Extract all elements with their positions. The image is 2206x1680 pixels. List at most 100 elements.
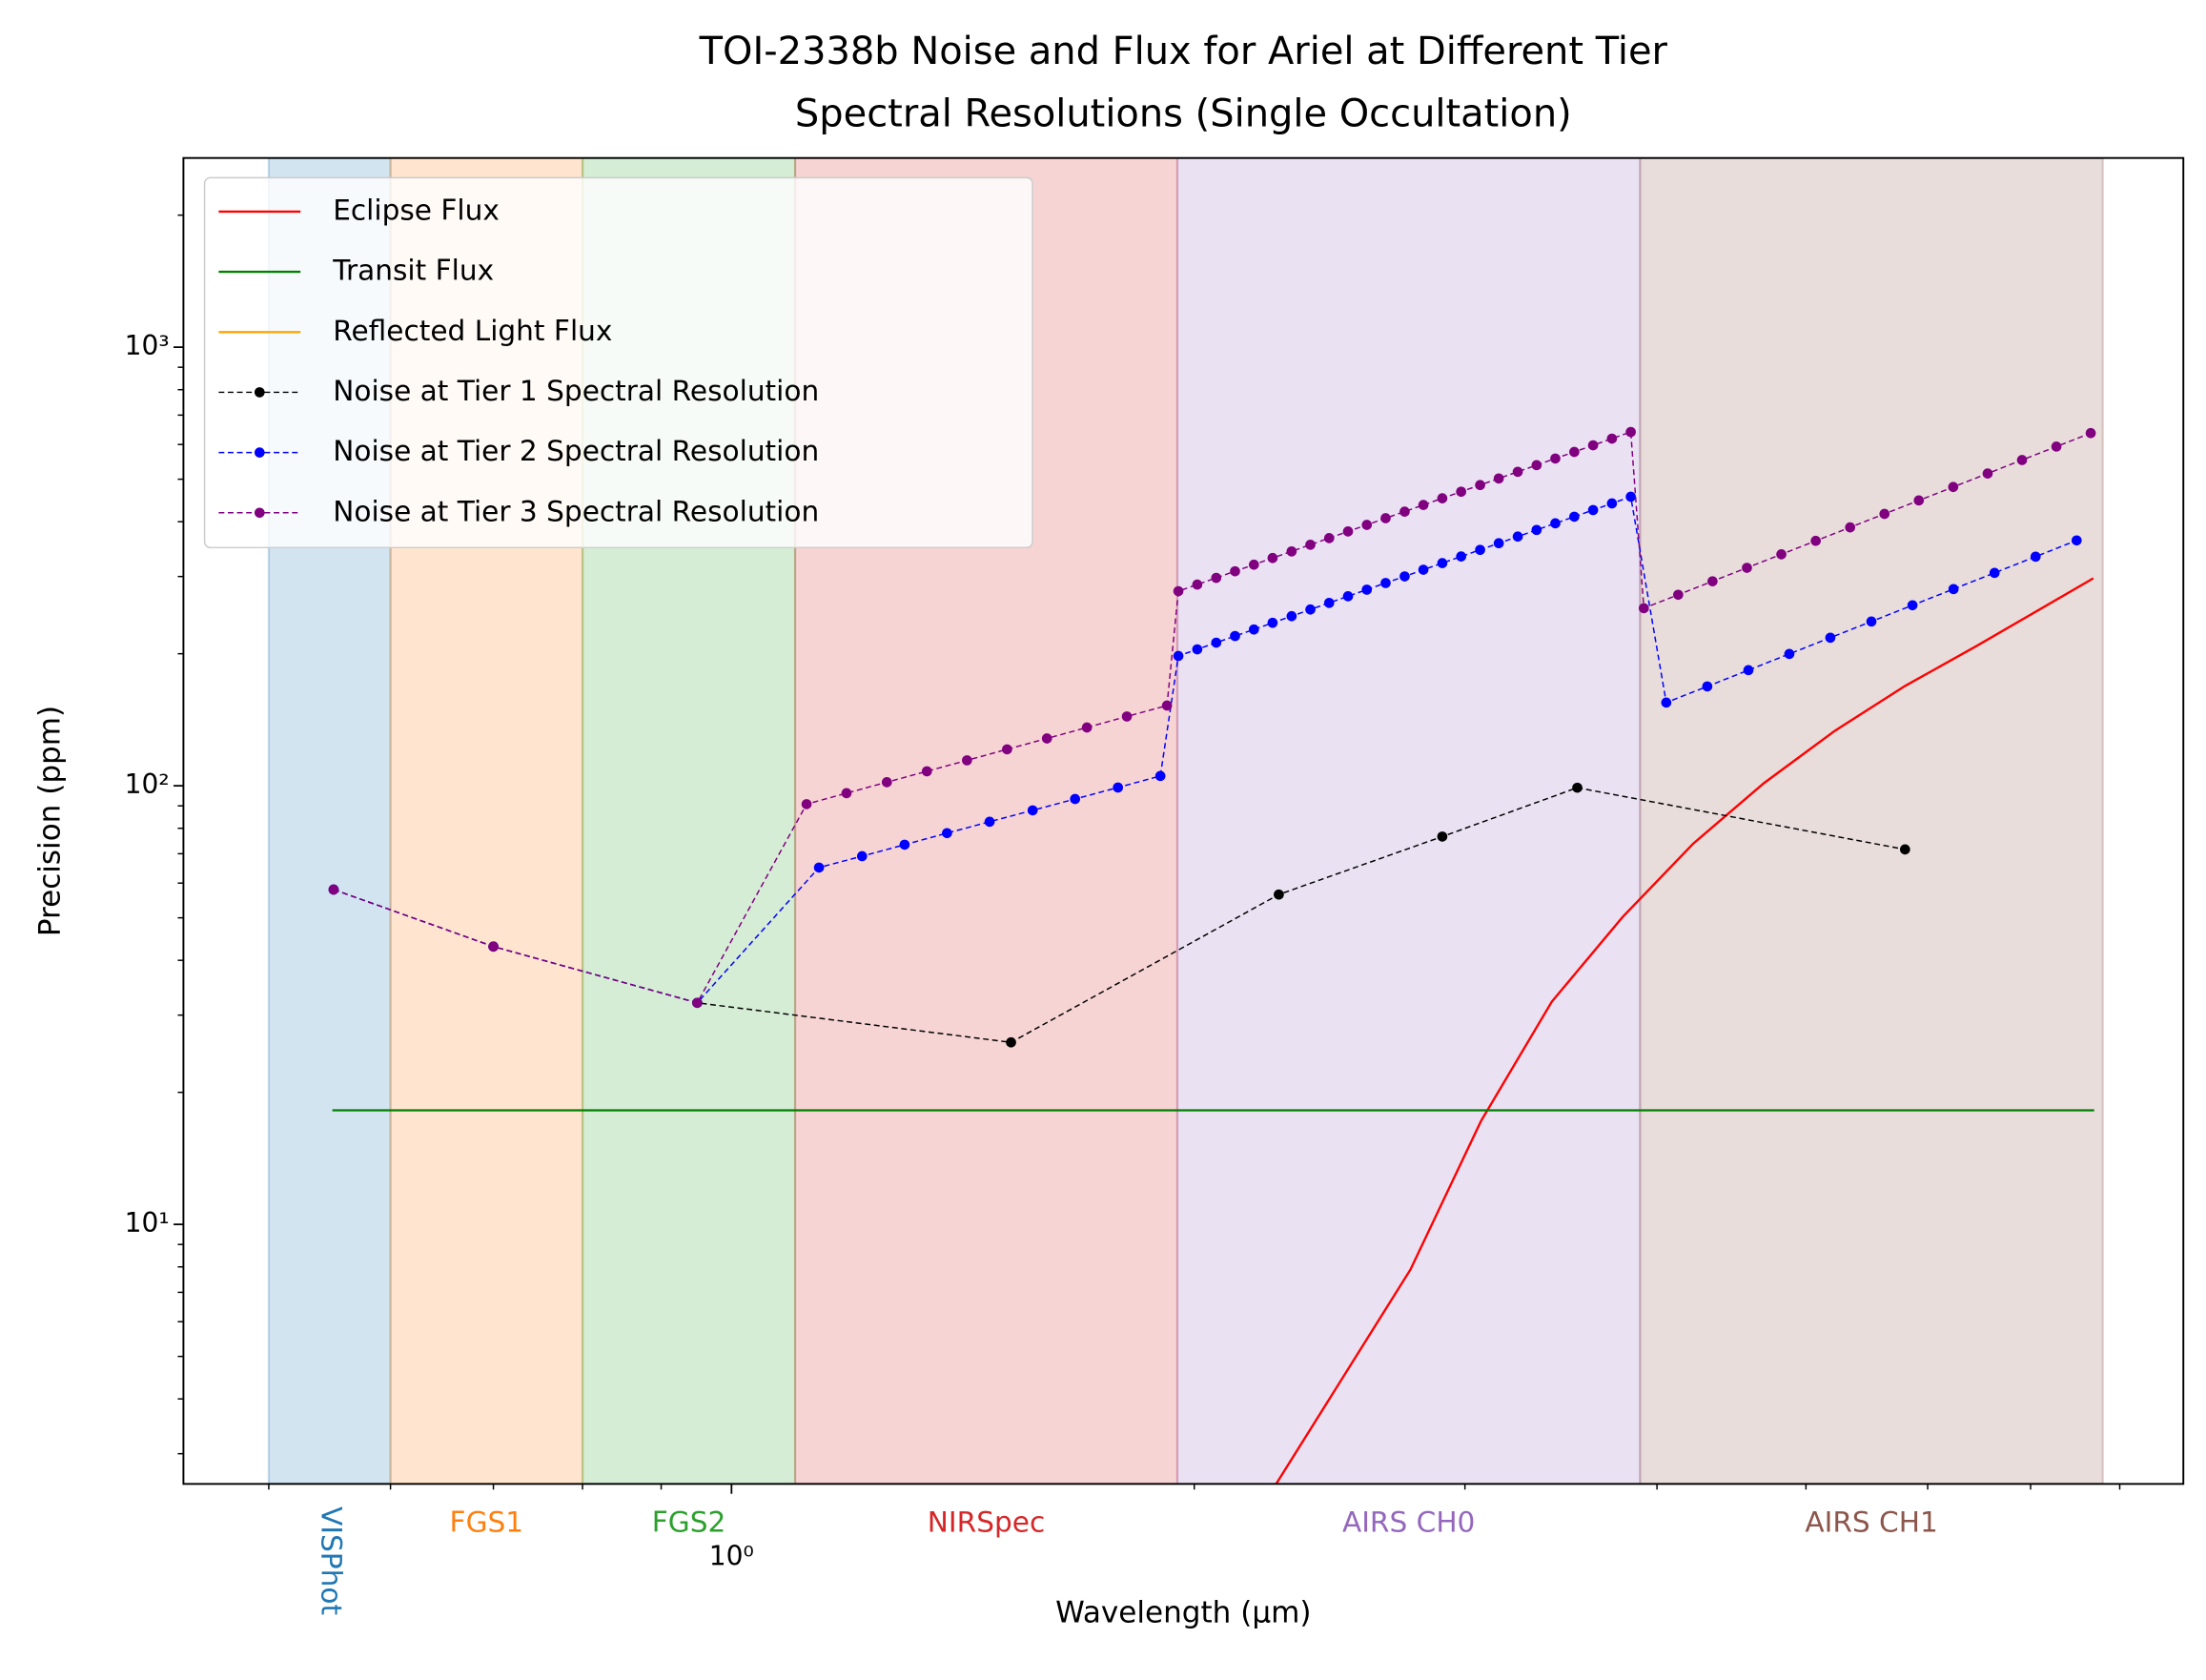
- data-point: [1512, 466, 1523, 478]
- data-point: [1625, 491, 1636, 502]
- chart-title: Spectral Resolutions (Single Occultation…: [795, 92, 1572, 135]
- data-point: [1550, 453, 1561, 464]
- data-point: [1825, 632, 1836, 644]
- data-point: [1192, 644, 1203, 655]
- data-point: [2051, 441, 2062, 452]
- chart-title: TOI-2338b Noise and Flux for Ariel at Di…: [699, 30, 1668, 73]
- data-point: [1625, 426, 1636, 438]
- data-point: [1380, 578, 1391, 588]
- data-point: [1456, 486, 1466, 498]
- data-point: [1587, 440, 1599, 451]
- data-point: [1361, 584, 1373, 595]
- data-point: [1070, 793, 1081, 805]
- series-line: [333, 496, 2077, 1004]
- legend-box: [203, 176, 1033, 549]
- data-point: [1493, 473, 1504, 484]
- data-point: [1286, 545, 1297, 557]
- data-point: [1041, 733, 1052, 744]
- legend-marker: [254, 387, 265, 398]
- data-point: [692, 997, 703, 1009]
- x-axis-label: Wavelength (μm): [1055, 1595, 1311, 1629]
- data-point: [1531, 460, 1542, 471]
- data-point: [1154, 770, 1166, 782]
- data-point: [2085, 427, 2096, 439]
- legend-label: Noise at Tier 2 Spectral Resolution: [333, 435, 819, 467]
- region-label: NIRSpec: [928, 1506, 1045, 1538]
- data-point: [1531, 524, 1542, 536]
- data-point: [1845, 522, 1856, 533]
- data-point: [1913, 495, 1925, 506]
- series-line: [333, 431, 2092, 1004]
- data-point: [1456, 551, 1466, 562]
- data-point: [2016, 455, 2028, 465]
- data-point: [1475, 480, 1485, 491]
- data-point: [1173, 585, 1184, 597]
- data-point: [1399, 571, 1410, 582]
- data-point: [1248, 624, 1259, 635]
- region-label: FGS2: [652, 1506, 726, 1538]
- data-point: [1989, 567, 2000, 579]
- data-point: [1948, 584, 1959, 595]
- y-tick-label: 10³: [125, 330, 170, 361]
- data-point: [962, 755, 972, 766]
- data-point: [1002, 744, 1012, 755]
- data-point: [1211, 637, 1222, 648]
- data-point: [1743, 665, 1754, 676]
- data-point: [1437, 493, 1448, 503]
- data-point: [1267, 552, 1278, 563]
- legend-label: Transit Flux: [332, 255, 494, 287]
- data-point: [841, 788, 852, 799]
- data-point: [1742, 563, 1752, 573]
- data-point: [1380, 513, 1391, 523]
- data-point: [813, 862, 825, 873]
- data-point: [1866, 616, 1877, 627]
- data-point: [1192, 579, 1203, 590]
- data-point: [1702, 681, 1713, 692]
- data-point: [1211, 572, 1222, 584]
- data-point: [1323, 597, 1335, 608]
- data-point: [1342, 591, 1354, 602]
- data-point: [2030, 551, 2041, 563]
- region-label: AIRS CH1: [1805, 1506, 1937, 1538]
- data-point: [1437, 831, 1448, 842]
- data-point: [1006, 1036, 1016, 1048]
- data-point: [1267, 617, 1278, 628]
- data-point: [1081, 722, 1093, 733]
- data-point: [1230, 630, 1240, 642]
- data-point: [1305, 539, 1316, 550]
- data-point: [488, 941, 499, 953]
- data-point: [1418, 500, 1429, 510]
- legend-marker: [254, 447, 265, 458]
- legend-marker: [254, 507, 265, 519]
- data-point: [1323, 533, 1335, 543]
- data-point: [1606, 498, 1618, 509]
- data-point: [1512, 531, 1523, 543]
- legend-label: Eclipse Flux: [333, 194, 500, 226]
- data-point: [1572, 782, 1583, 793]
- data-point: [856, 850, 868, 862]
- data-point: [1550, 518, 1561, 529]
- data-point: [1493, 538, 1504, 549]
- data-point: [1342, 526, 1354, 537]
- data-point: [1879, 508, 1890, 520]
- data-point: [1161, 700, 1173, 711]
- data-point: [1305, 604, 1316, 615]
- data-point: [1286, 610, 1297, 622]
- axes-frame: [182, 156, 2185, 1485]
- data-point: [1569, 446, 1580, 458]
- data-point: [1027, 805, 1038, 816]
- legend: Eclipse Flux Transit Flux Reflected Light …: [203, 176, 1033, 549]
- data-point: [1248, 559, 1259, 570]
- region-label: AIRS CH0: [1342, 1506, 1475, 1538]
- data-point: [1230, 565, 1240, 577]
- data-point: [1173, 650, 1184, 662]
- y-tick-label: 10¹: [125, 1207, 170, 1239]
- data-point: [1437, 558, 1448, 568]
- data-point: [1121, 711, 1133, 722]
- data-point: [1475, 544, 1485, 556]
- region-label: FGS1: [450, 1506, 524, 1538]
- data-point: [984, 816, 995, 828]
- data-point: [1707, 576, 1718, 586]
